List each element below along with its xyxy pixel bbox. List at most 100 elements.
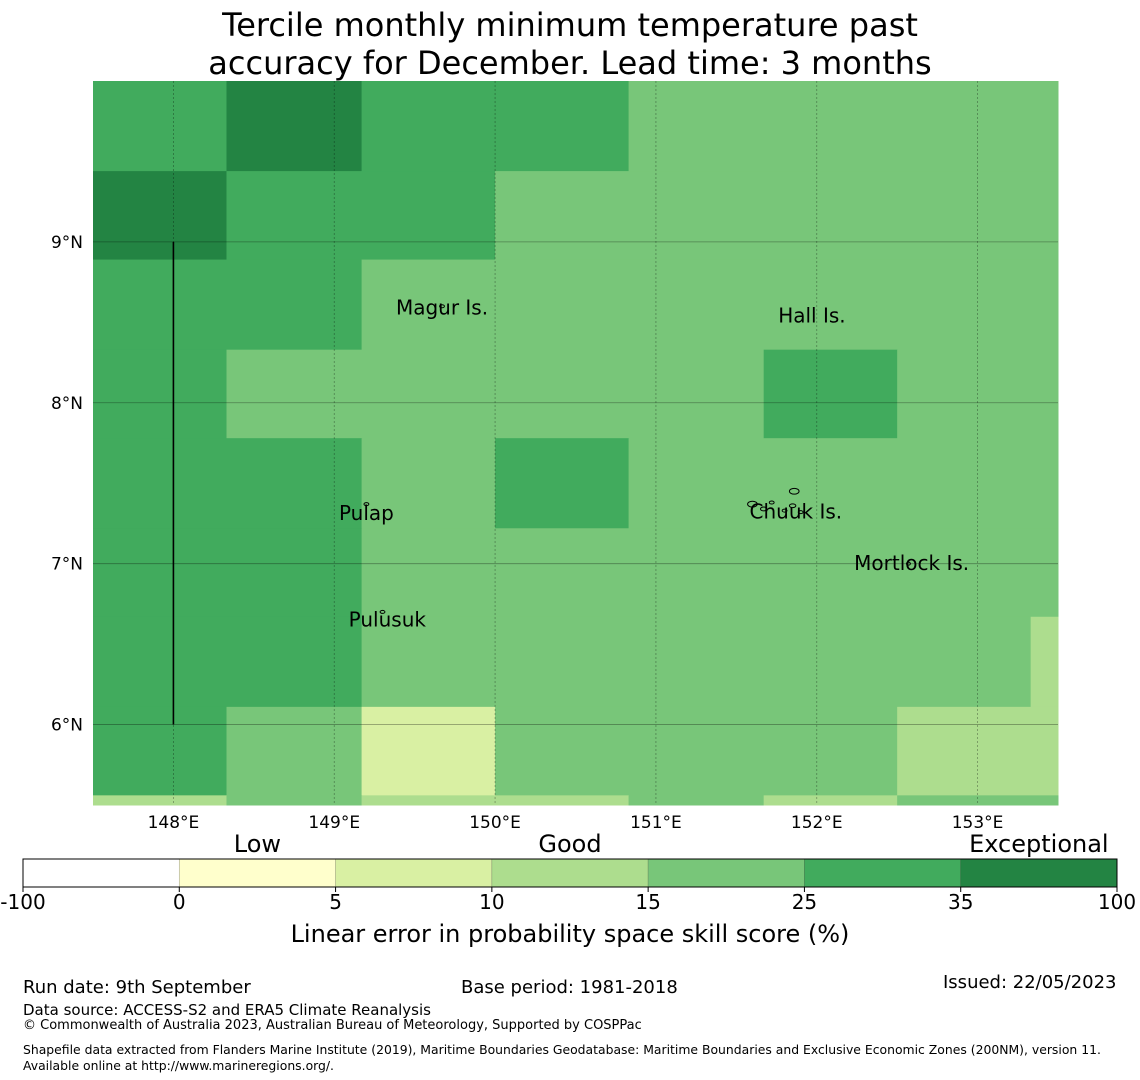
x-tick-label: 149°E — [308, 813, 360, 830]
grid-cell — [93, 81, 227, 172]
colorbar-segment — [491, 858, 649, 888]
grid-cell — [495, 171, 1059, 261]
place-label: Hall Is. — [778, 303, 845, 327]
colorbar-category-label: Low — [234, 830, 281, 858]
shapefile-credit: Shapefile data extracted from Flanders M… — [23, 1042, 1101, 1073]
x-tick-label: 153°E — [952, 813, 1004, 830]
colorbar-axis-label: Linear error in probability space skill … — [291, 920, 850, 948]
grid-cell — [361, 616, 1032, 708]
grid-cell — [361, 259, 1059, 351]
grid-cell — [628, 795, 765, 806]
run-date: Run date: 9th September — [23, 977, 251, 998]
x-tick-label: 150°E — [469, 813, 521, 830]
grid-cell — [361, 438, 496, 529]
y-tick-label: 7°N — [51, 555, 83, 575]
colorbar-segments — [22, 858, 1118, 888]
map-title-line-2: accuracy for December. Lead time: 3 mont… — [208, 44, 932, 82]
grid-cell — [93, 706, 227, 796]
colorbar-tick-label: 5 — [329, 890, 342, 914]
x-tick-label: 148°E — [148, 813, 200, 830]
island-outline — [797, 510, 804, 515]
colorbar-category-labels: Low Good Exceptional — [234, 830, 1109, 858]
grid-cell — [628, 81, 1059, 172]
colorbar-category-label: Exceptional — [969, 830, 1109, 858]
colorbar-segment — [178, 858, 336, 888]
island-outline — [363, 502, 370, 507]
island-outline — [768, 500, 775, 505]
island-outline — [781, 508, 788, 513]
colorbar-segment — [647, 858, 805, 888]
grid-cell — [628, 438, 1059, 529]
grid-cell — [93, 795, 227, 806]
colorbar-segment — [960, 858, 1118, 888]
colorbar-segment — [22, 858, 180, 888]
grid-cell — [897, 349, 1059, 439]
grid-cell — [763, 795, 898, 806]
colorbar-tick-label: 10 — [479, 890, 504, 914]
place-label: Pulap — [339, 501, 394, 525]
colorbar-segment — [804, 858, 962, 888]
colorbar-tick-label: 100 — [1098, 890, 1136, 914]
colorbar-frame — [22, 858, 1118, 888]
issued-date: Issued: 22/05/2023 — [943, 972, 1117, 993]
grid-cell — [495, 706, 898, 796]
grid-cell — [93, 528, 363, 618]
colorbar-segment — [335, 858, 493, 888]
map-title: Tercile monthly minimum temperature past… — [0, 6, 1140, 82]
grid-cell — [495, 438, 630, 529]
place-label: Chuuk Is. — [750, 500, 843, 524]
grid-cell — [495, 795, 630, 806]
place-label: Pulusuk — [349, 607, 427, 631]
grid-cell — [93, 349, 227, 439]
grid-cell — [226, 171, 496, 261]
grid-cell — [897, 706, 1059, 796]
islands — [363, 304, 911, 614]
data-source: Data source: ACCESS-S2 and ERA5 Climate … — [23, 1001, 431, 1019]
x-tick-labels: 148°E 149°E 150°E 151°E 152°E 153°E — [148, 813, 1004, 830]
grid-cell — [361, 706, 496, 796]
grid-cell — [226, 795, 363, 806]
base-period: Base period: 1981-2018 — [461, 977, 678, 998]
grid-cell — [93, 259, 363, 351]
skill-score-map: Magur Is. Hall Is. Pulap Chuuk Is. Mortlock … — [51, 81, 1059, 830]
island-outline — [747, 500, 758, 508]
grid-cell — [93, 438, 363, 529]
grid-cell — [93, 616, 363, 708]
grid-cell — [1030, 616, 1059, 708]
island-outline — [788, 487, 800, 495]
grid-cell — [361, 81, 496, 172]
copyright-notice: © Commonwealth of Australia 2023, Austra… — [23, 1018, 642, 1033]
colorbar-tick-label: 15 — [635, 890, 660, 914]
y-tick-label: 6°N — [51, 716, 83, 736]
place-label: Magur Is. — [396, 295, 488, 319]
grid-cell — [93, 171, 227, 261]
y-tick-label: 9°N — [51, 233, 83, 253]
colorbar-tick-label: 35 — [948, 890, 973, 914]
grid-cells — [93, 81, 1059, 806]
island-outline — [439, 304, 445, 309]
colorbar-category-label: Good — [538, 830, 601, 858]
map-title-line-1: Tercile monthly minimum temperature past — [222, 6, 918, 44]
x-tick-label: 151°E — [630, 813, 682, 830]
island-outline — [788, 503, 797, 509]
grid-cell — [226, 349, 765, 439]
grid-cell — [763, 349, 898, 439]
grid-cell — [361, 795, 496, 806]
grid-cell — [361, 528, 1059, 618]
grid-cell — [897, 795, 1059, 806]
y-tick-label: 8°N — [51, 394, 83, 414]
place-labels: Magur Is. Hall Is. Pulap Chuuk Is. Mortlock … — [339, 295, 969, 631]
grid-cell — [226, 706, 363, 796]
y-tick-labels: 9°N 8°N 7°N 6°N — [51, 233, 83, 736]
colorbar-tick-labels: -100 0 5 10 15 25 35 100 — [0, 887, 1136, 914]
place-label: Mortlock Is. — [854, 551, 969, 575]
island-outline — [905, 561, 911, 566]
x-tick-label: 152°E — [791, 813, 843, 830]
colorbar-tick-label: 25 — [792, 890, 817, 914]
island-outline — [379, 609, 386, 614]
grid-cell — [495, 81, 630, 172]
colorbar-tick-label: -100 — [0, 890, 45, 914]
island-outline — [759, 506, 768, 512]
grid-cell — [226, 81, 363, 172]
colorbar-tick-label: 0 — [173, 890, 186, 914]
